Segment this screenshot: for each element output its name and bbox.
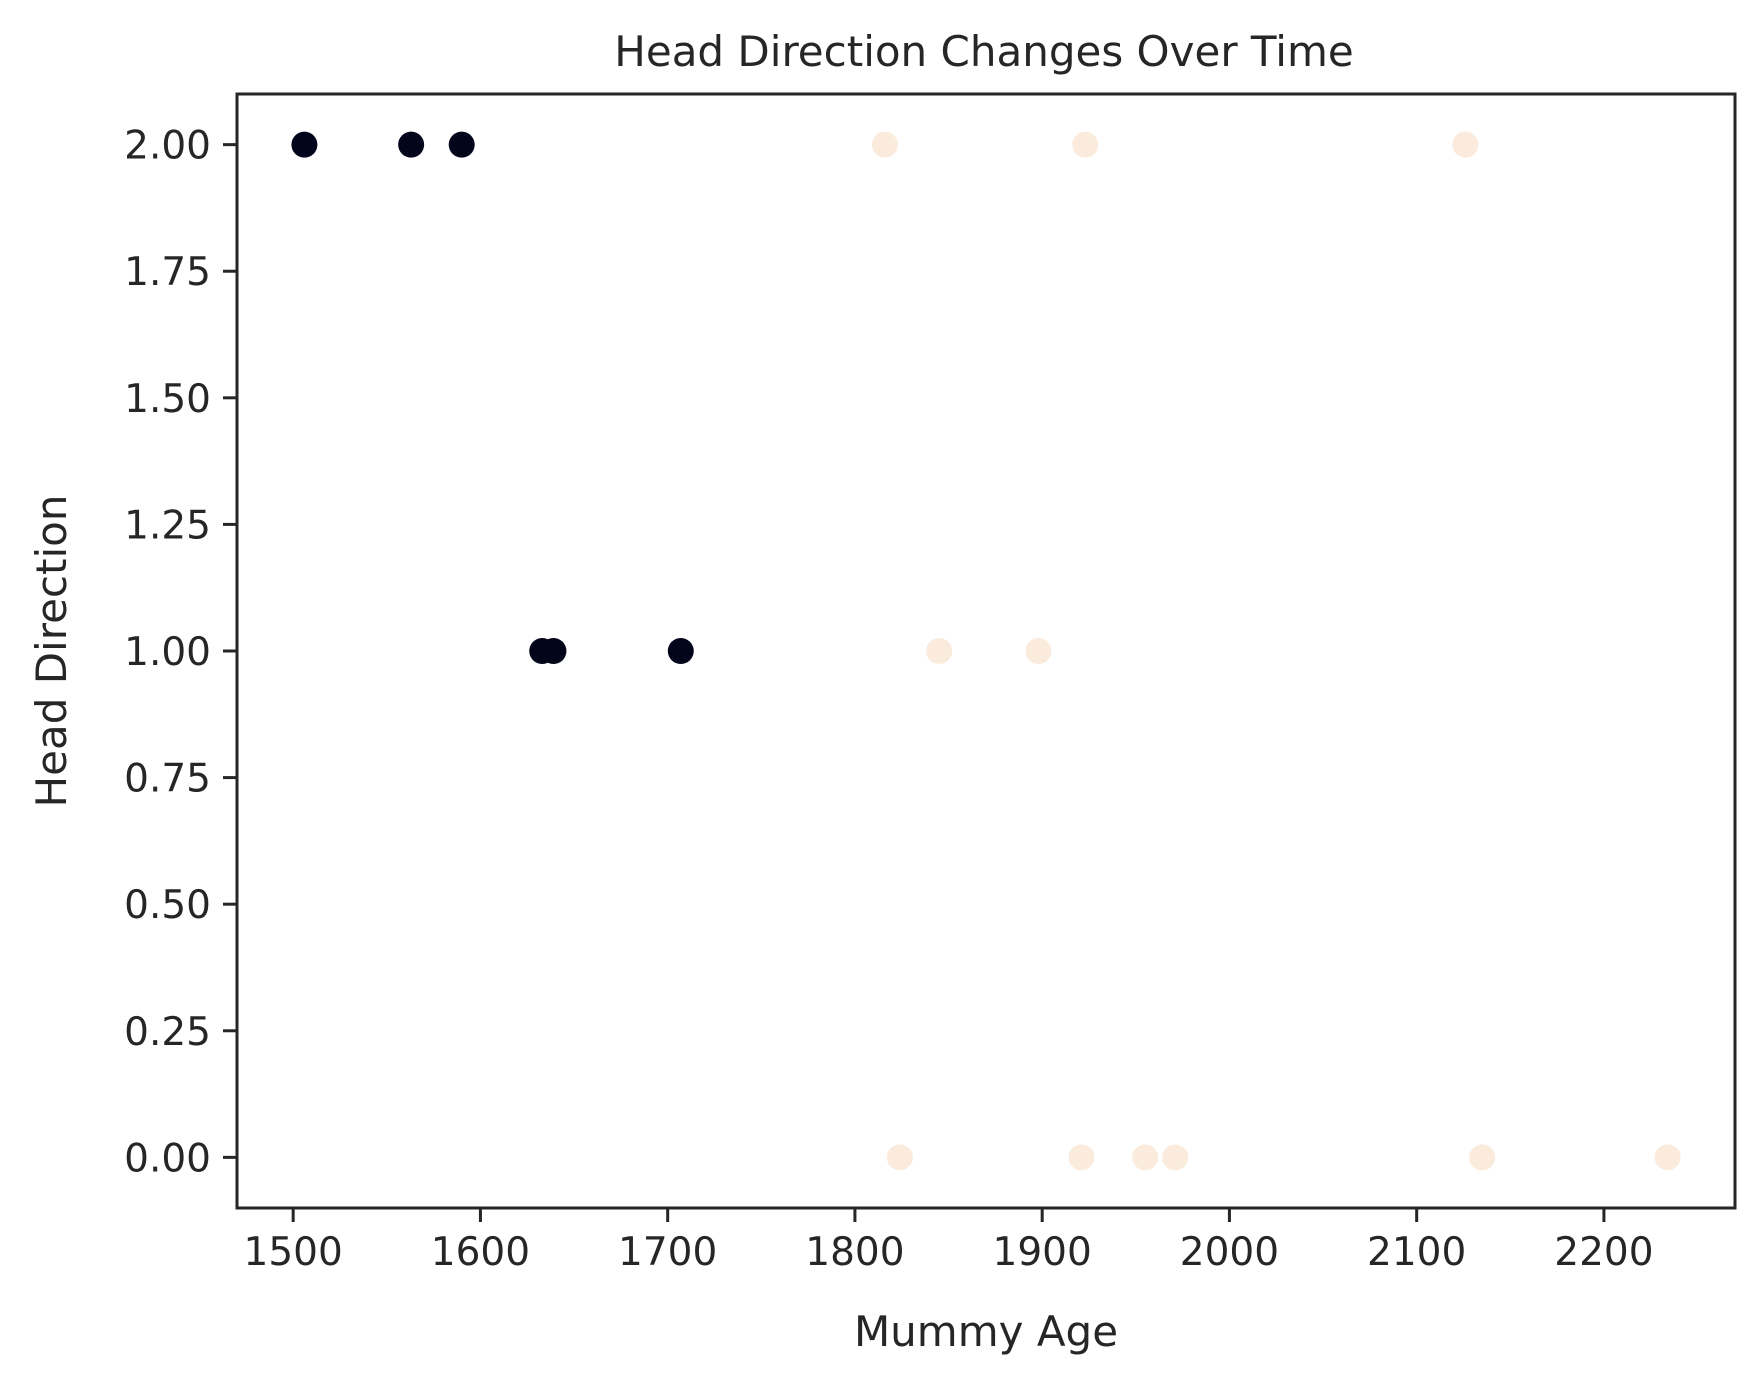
x-tick-label: 1600: [431, 1230, 530, 1275]
y-tick-label: 0.25: [124, 1010, 211, 1055]
y-tick-label: 0.00: [124, 1136, 211, 1181]
data-point: [448, 131, 475, 158]
x-tick-label: 2200: [1554, 1230, 1653, 1275]
y-tick-label: 1.50: [124, 377, 211, 422]
data-point: [886, 1144, 913, 1171]
data-point: [1072, 131, 1099, 158]
data-point: [1452, 131, 1479, 158]
y-tick-label: 2.00: [124, 124, 211, 169]
plot-frame: [235, 92, 1737, 1210]
data-point: [1025, 638, 1052, 664]
data-point: [1469, 1144, 1496, 1171]
y-tick-label: 1.00: [124, 630, 211, 675]
y-axis-label: Head Direction: [27, 495, 76, 808]
x-tick-label: 1900: [993, 1230, 1092, 1275]
y-tick-label: 1.25: [124, 503, 211, 548]
x-tick-label: 1800: [805, 1230, 904, 1275]
y-tick-label: 0.50: [124, 883, 211, 928]
x-axis: 1500 1600 1700 1800 1900 2000 2100 2200: [244, 1208, 1654, 1275]
data-point: [1654, 1144, 1681, 1171]
data-point: [540, 638, 567, 664]
data-point: [667, 638, 694, 664]
data-point: [1068, 1144, 1095, 1171]
x-tick-label: 1700: [618, 1230, 717, 1275]
y-tick-label: 1.75: [124, 250, 211, 295]
data-point: [291, 131, 318, 158]
x-axis-label: Mummy Age: [854, 1307, 1118, 1356]
x-tick-label: 2100: [1367, 1230, 1466, 1275]
x-tick-label: 1500: [244, 1230, 343, 1275]
points-layer: [291, 131, 1681, 1171]
data-point: [871, 131, 898, 158]
y-tick-label: 0.75: [124, 757, 211, 802]
y-axis: 0.00 0.25 0.50 0.75 1.00 1.25 1.50 1.75 2.00: [124, 124, 237, 1181]
data-point: [1162, 1144, 1189, 1171]
chart-title: Head Direction Changes Over Time: [614, 27, 1353, 76]
data-point: [1132, 1144, 1159, 1171]
data-point: [926, 638, 953, 664]
x-tick-label: 2000: [1180, 1230, 1279, 1275]
data-point: [398, 131, 425, 158]
